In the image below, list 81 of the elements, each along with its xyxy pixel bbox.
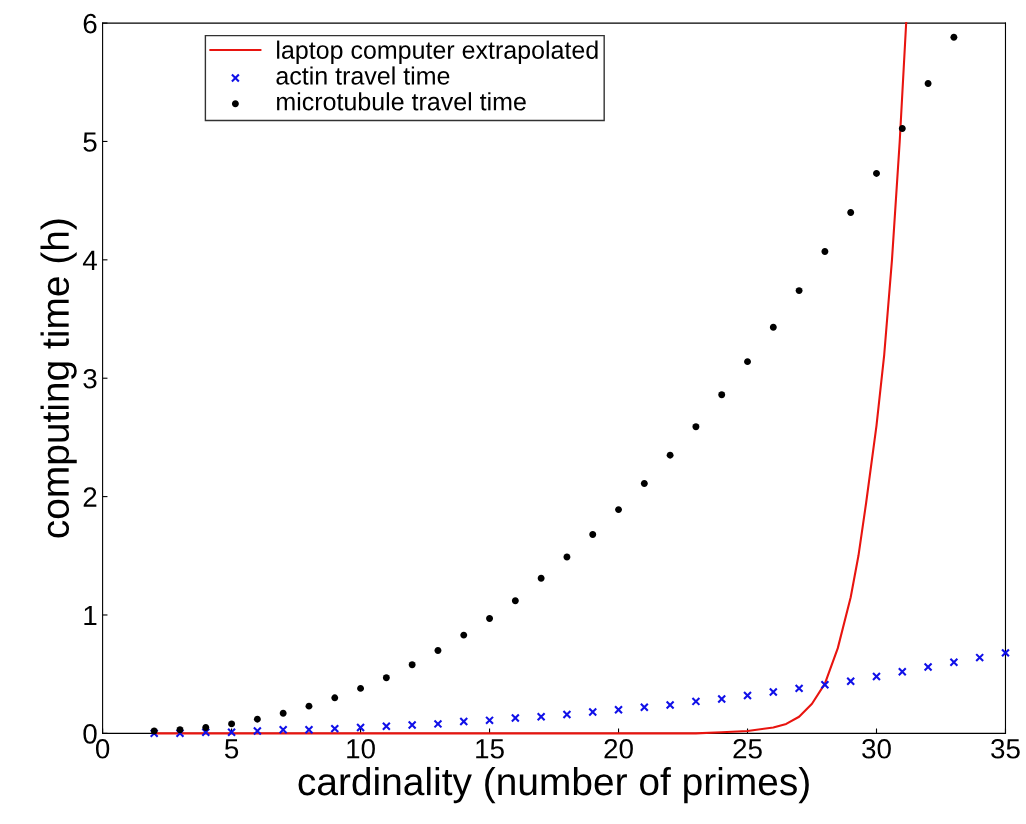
point [278,725,288,735]
point [537,574,545,582]
point [279,709,287,717]
point [769,323,777,331]
point [615,506,622,514]
point [408,661,416,669]
point [330,724,340,734]
point [665,700,675,710]
point [433,719,443,729]
point [871,672,882,682]
point [846,676,856,686]
point [794,683,804,693]
point [639,702,649,712]
point [717,694,727,704]
point [1000,648,1010,658]
point [202,723,210,731]
x-axis-title: cardinality (number of primes) [298,766,809,804]
point [975,653,985,663]
point [434,647,442,654]
point [175,728,185,738]
point [562,709,572,719]
y-axis-title: computing time (h) [40,219,77,538]
point [331,694,339,702]
x-tick-label: 15 [476,739,504,759]
point [743,690,753,700]
point [614,705,624,715]
point [511,597,519,605]
point [227,727,237,737]
point [897,667,907,677]
point [304,725,314,735]
x-tick-label: 10 [347,738,375,759]
y-tick-label: 5 [83,132,97,152]
point [691,696,701,706]
point [253,715,261,723]
point [486,615,494,622]
point [795,287,803,295]
point [640,480,648,488]
point [252,726,262,736]
point [821,248,829,256]
y-tick-label: 2 [83,487,97,507]
point [460,631,468,639]
y-tick-label: 4 [82,250,97,270]
point [692,423,700,431]
point [176,726,184,734]
point [923,662,933,672]
point [820,680,830,690]
point [536,712,546,722]
legend-label: microtubule travel time [277,92,526,111]
point [381,721,391,731]
legend-label: laptop computer extrapolated [277,40,598,64]
point [228,720,236,728]
x-tick-label: 35 [991,738,1020,759]
point [588,707,598,717]
point [898,124,906,132]
point [768,687,778,697]
y-tick-label: 0 [83,724,97,744]
point [666,451,674,459]
x-tick-label: 25 [733,738,762,759]
y-tick-label: 1 [84,605,97,626]
point [356,722,366,732]
point [382,674,390,682]
point [485,715,495,725]
point [847,209,855,216]
point [459,717,469,727]
point [873,169,880,177]
point [510,713,520,723]
point [924,79,932,87]
point [589,531,597,538]
point [950,33,958,41]
point [744,358,751,366]
point [407,720,417,730]
point [718,391,726,399]
y-tick-label: 3 [83,368,97,389]
point [201,727,211,737]
point [357,684,365,692]
x-tick-label: 20 [604,738,633,759]
x-tick-label: 30 [862,738,891,759]
point [949,657,959,667]
legend-label: actin travel time [276,66,450,85]
x-tick-label: 5 [224,739,239,759]
y-tick-label: 6 [83,13,97,34]
